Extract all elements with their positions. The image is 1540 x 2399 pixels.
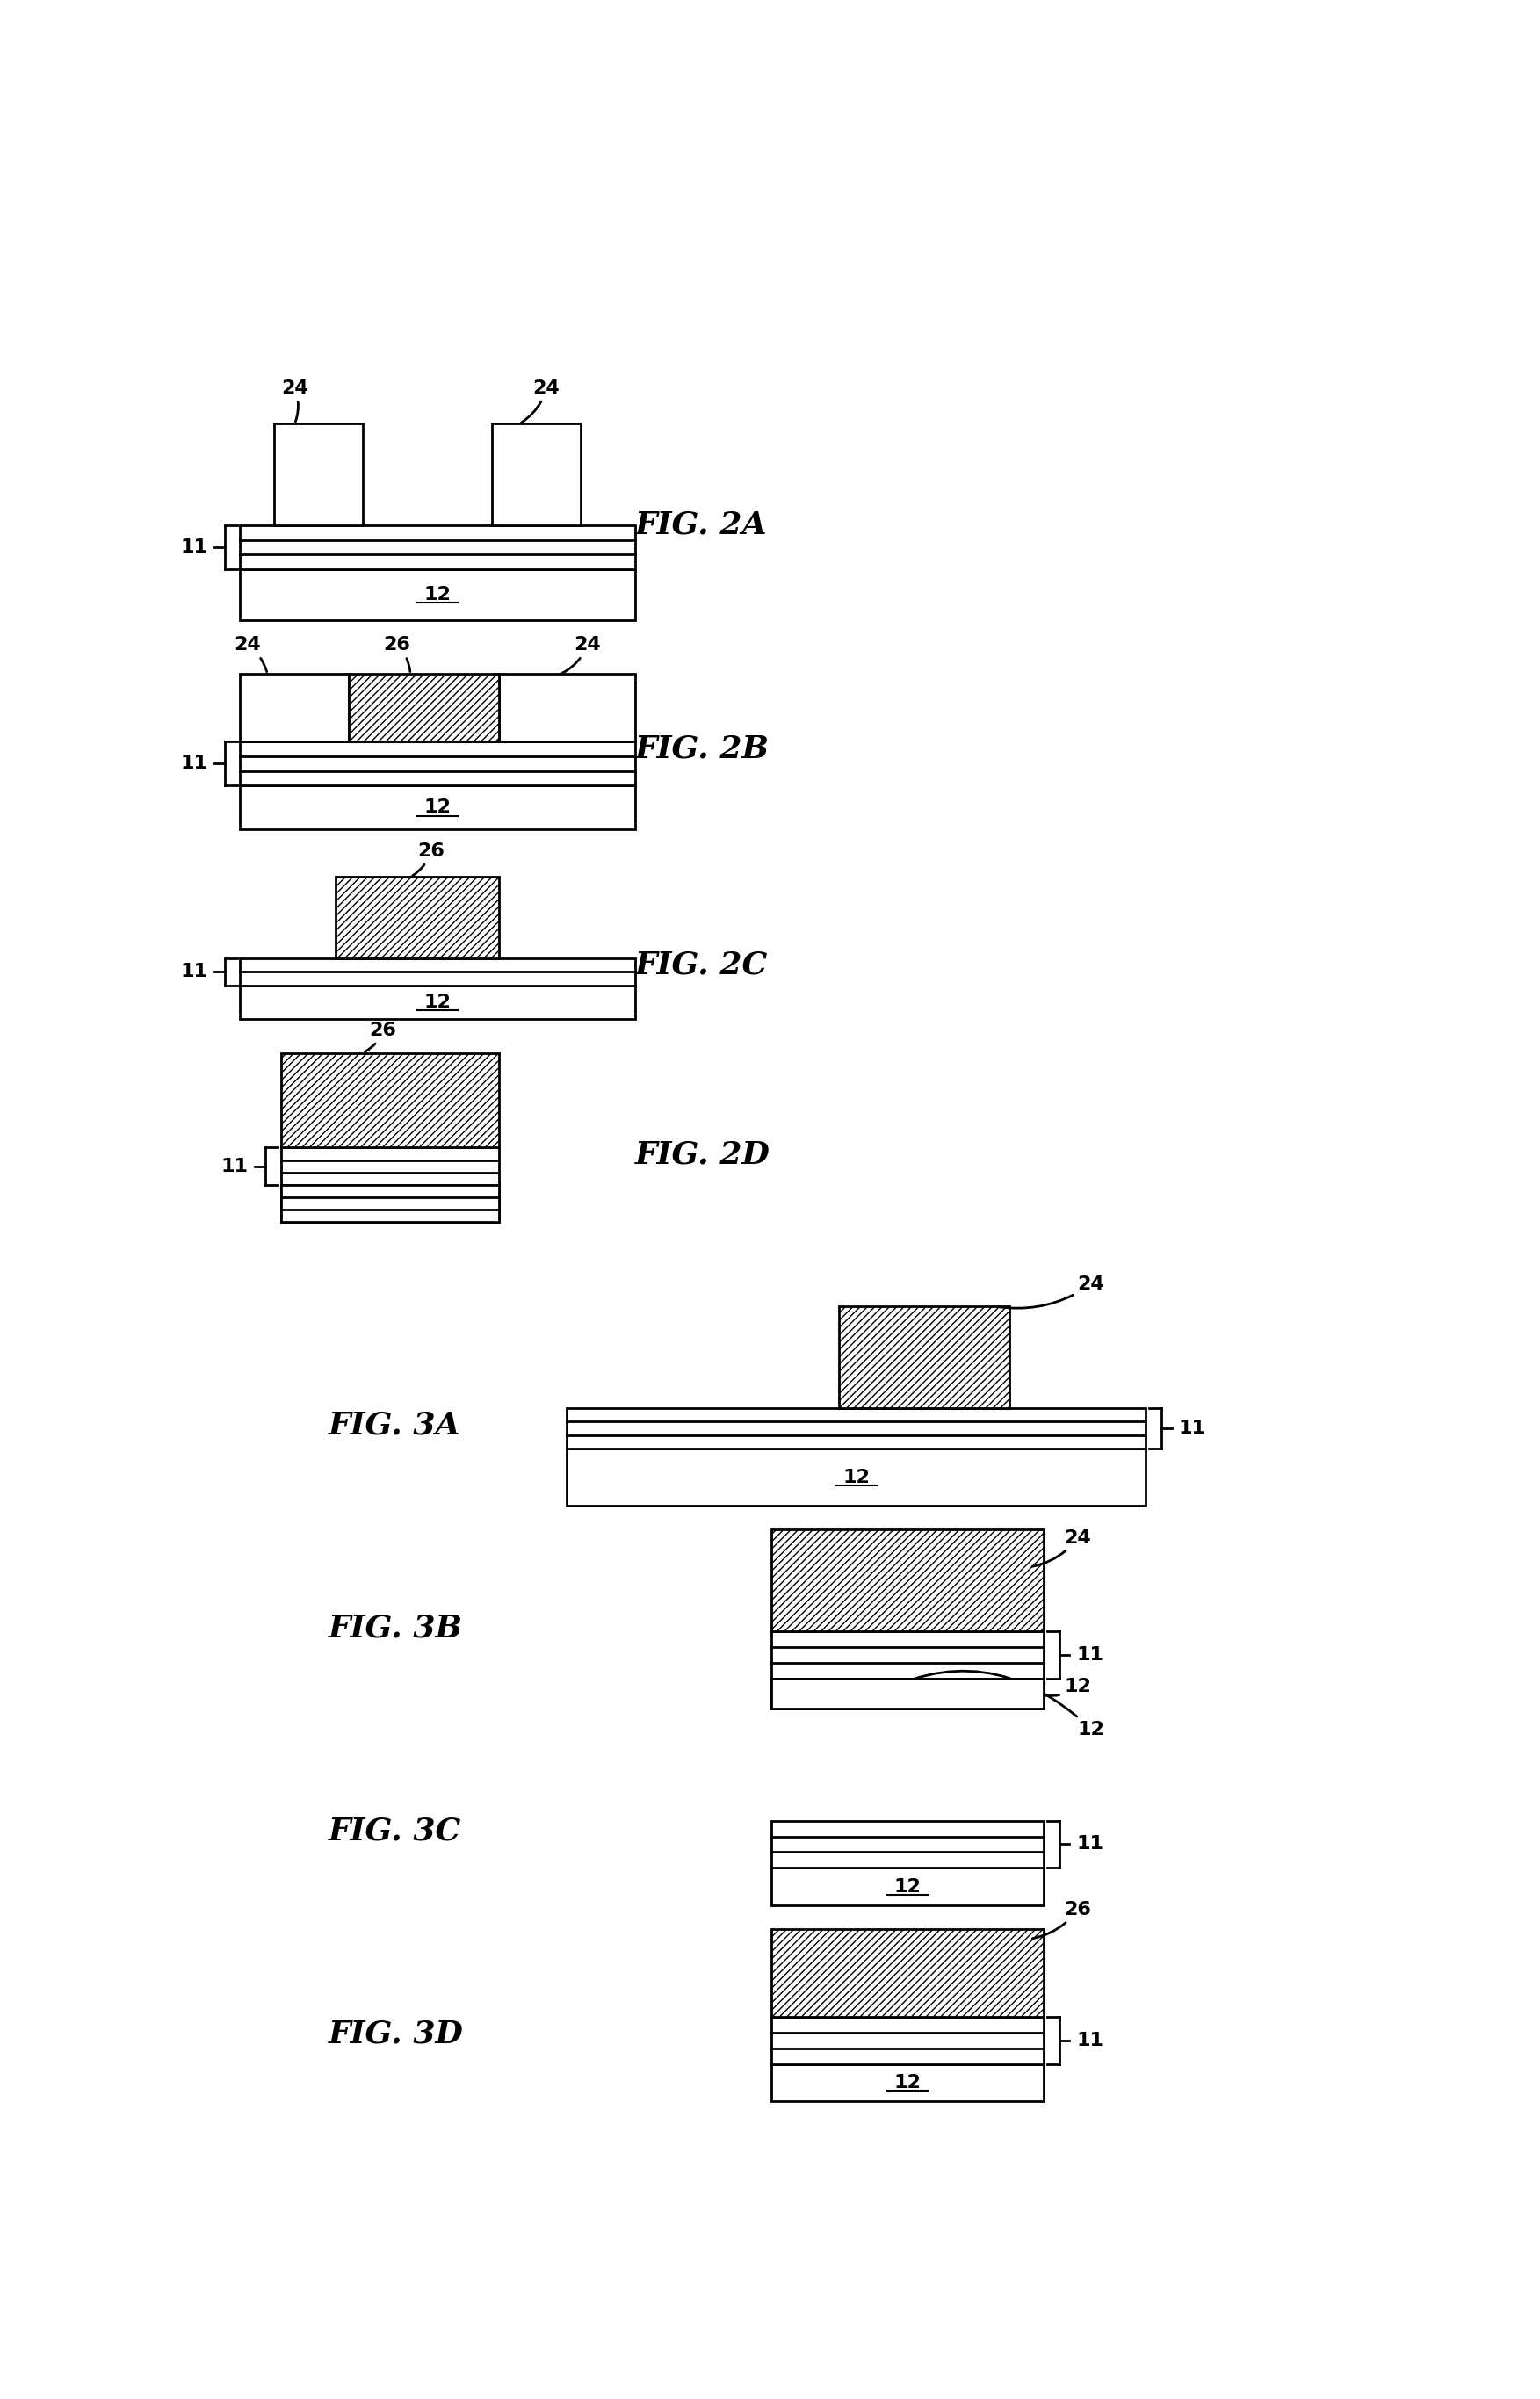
Text: FIG. 2B: FIG. 2B bbox=[634, 734, 770, 763]
Text: 12: 12 bbox=[855, 1672, 1104, 1737]
Bar bbox=[772, 1929, 1044, 2018]
Text: FIG. 2A: FIG. 2A bbox=[634, 511, 767, 540]
Text: 12: 12 bbox=[893, 1684, 921, 1703]
Text: FIG. 3A: FIG. 3A bbox=[328, 1411, 460, 1439]
Bar bbox=[274, 425, 363, 525]
Bar bbox=[240, 986, 634, 1020]
Text: FIG. 3C: FIG. 3C bbox=[328, 1816, 462, 1845]
Text: 11: 11 bbox=[180, 962, 208, 981]
Text: FIG. 3B: FIG. 3B bbox=[328, 1612, 464, 1643]
Text: 11: 11 bbox=[180, 756, 208, 772]
Bar bbox=[839, 1307, 1010, 1408]
Bar bbox=[499, 674, 634, 741]
Text: 11: 11 bbox=[180, 537, 208, 557]
Text: 12: 12 bbox=[424, 993, 451, 1010]
Bar bbox=[240, 787, 634, 830]
Text: 11: 11 bbox=[1076, 2032, 1104, 2049]
Text: 11: 11 bbox=[1178, 1420, 1206, 1437]
Bar bbox=[240, 957, 634, 986]
Bar bbox=[240, 674, 350, 741]
Text: 24: 24 bbox=[998, 1276, 1104, 1307]
Text: 11: 11 bbox=[1076, 1646, 1104, 1663]
Text: 12: 12 bbox=[424, 799, 451, 816]
Text: 11: 11 bbox=[1076, 1835, 1104, 1852]
Bar bbox=[772, 1631, 1044, 1679]
Bar bbox=[350, 674, 499, 741]
Bar bbox=[336, 878, 499, 957]
Bar bbox=[240, 525, 634, 569]
Bar bbox=[493, 425, 581, 525]
Bar bbox=[567, 1408, 1146, 1449]
Bar bbox=[772, 2063, 1044, 2102]
Text: 12: 12 bbox=[893, 2073, 921, 2092]
Text: FIG. 3D: FIG. 3D bbox=[328, 2018, 464, 2049]
Bar bbox=[280, 1185, 499, 1221]
Bar bbox=[772, 1531, 1044, 1631]
Text: 26: 26 bbox=[413, 842, 445, 876]
Bar bbox=[240, 741, 634, 787]
Text: 24: 24 bbox=[562, 636, 601, 674]
Text: 26: 26 bbox=[383, 636, 410, 672]
Bar bbox=[240, 569, 634, 619]
Bar bbox=[280, 1053, 499, 1147]
Text: 12: 12 bbox=[424, 585, 451, 605]
Text: 24: 24 bbox=[1032, 1528, 1090, 1567]
Bar bbox=[772, 1679, 1044, 1708]
Text: 24: 24 bbox=[234, 636, 266, 672]
Text: 12: 12 bbox=[893, 1878, 921, 1895]
Text: 26: 26 bbox=[365, 1022, 397, 1051]
Bar bbox=[772, 1869, 1044, 1905]
Bar bbox=[280, 1185, 499, 1221]
Bar bbox=[280, 1147, 499, 1185]
Bar bbox=[772, 2018, 1044, 2063]
Bar bbox=[567, 1449, 1146, 1507]
Text: FIG. 2C: FIG. 2C bbox=[634, 950, 768, 979]
Text: 12: 12 bbox=[842, 1468, 870, 1485]
Text: 24: 24 bbox=[522, 379, 561, 422]
Text: 12: 12 bbox=[1046, 1677, 1092, 1696]
Bar bbox=[772, 1679, 1044, 1708]
Text: 11: 11 bbox=[222, 1156, 248, 1176]
Text: 26: 26 bbox=[1032, 1900, 1092, 1938]
Text: 12: 12 bbox=[376, 1195, 403, 1211]
Text: FIG. 2D: FIG. 2D bbox=[634, 1140, 770, 1168]
Bar bbox=[772, 1821, 1044, 1869]
Text: 24: 24 bbox=[282, 379, 308, 422]
